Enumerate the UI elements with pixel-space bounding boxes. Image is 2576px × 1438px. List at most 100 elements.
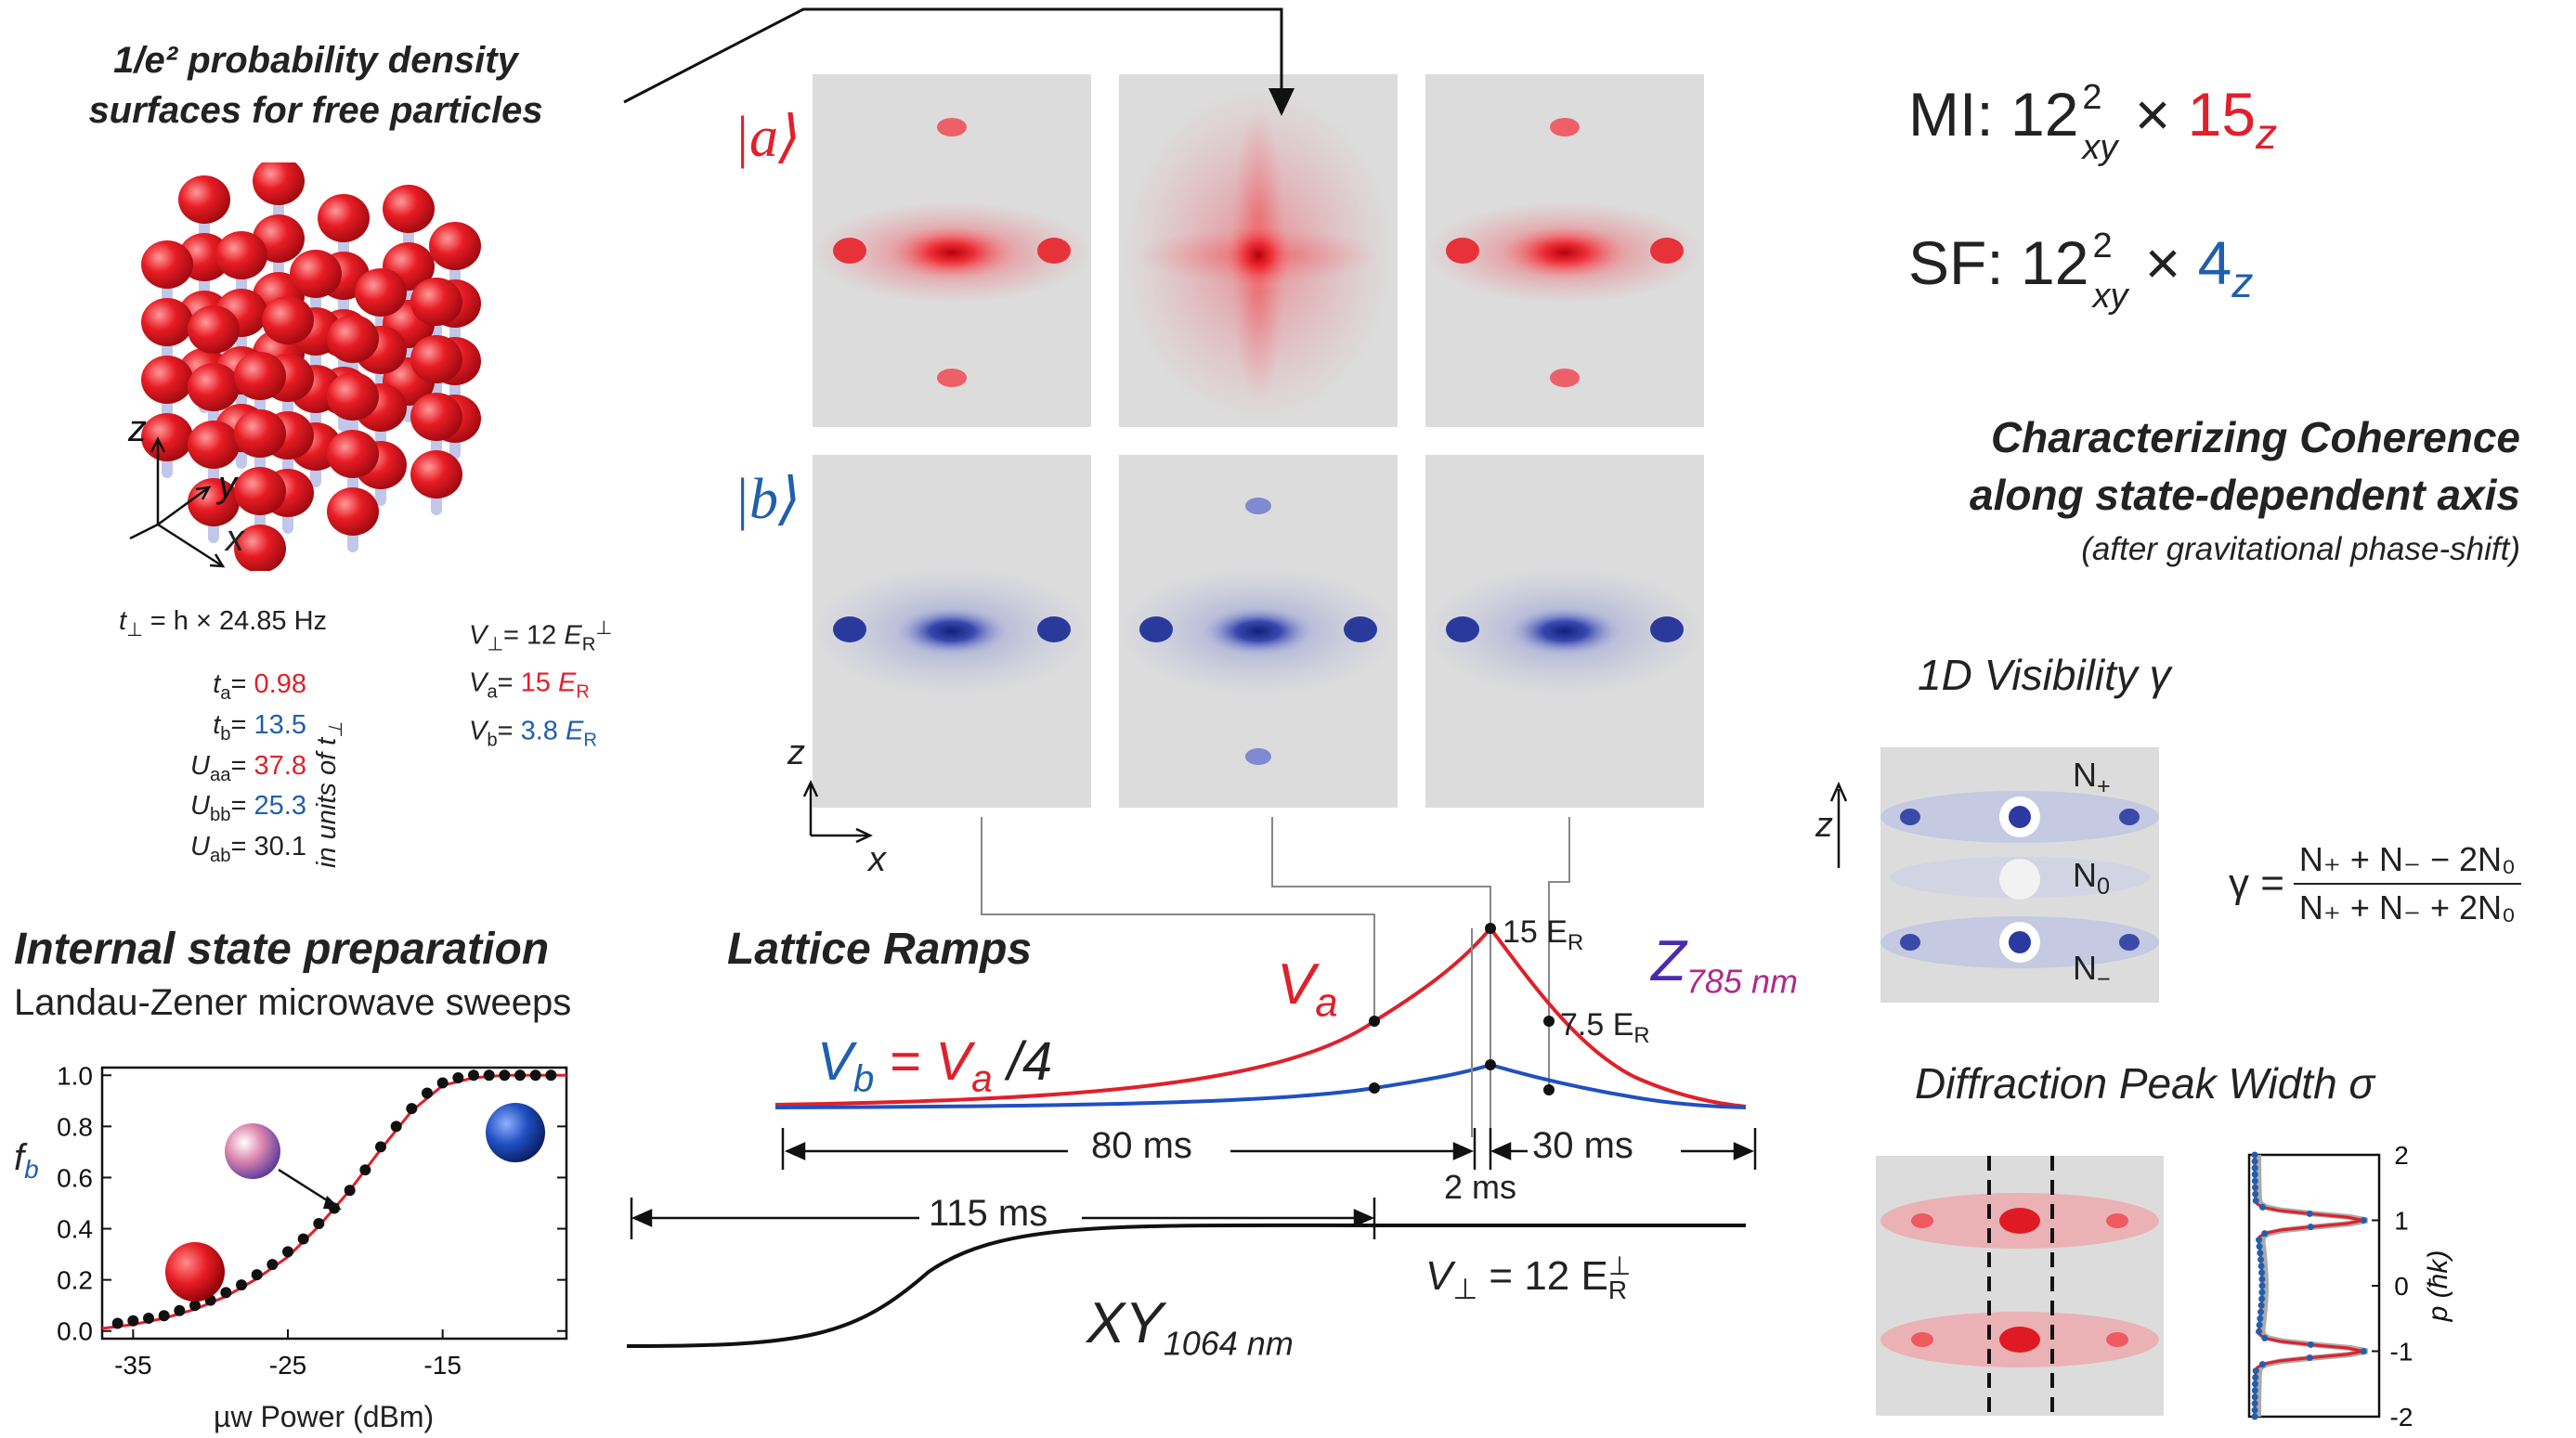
data-point — [189, 1300, 201, 1312]
sf-config: SF: 12 2 xy × 4z — [1908, 227, 2253, 315]
mid-energy-label: 7.5 ER — [1560, 1007, 1650, 1048]
particle-sphere — [188, 305, 240, 354]
profile-point — [2258, 1295, 2266, 1302]
coherence-title-1: Characterizing Coherence — [1990, 413, 2520, 461]
chart-xlabel: µw Power (dBm) — [214, 1400, 435, 1433]
sf-sup: 2 — [2092, 227, 2113, 266]
profile-point — [2261, 1230, 2269, 1237]
free-particles-title-line1: 1/e² probability density — [113, 40, 518, 81]
image-a-1 — [813, 74, 1091, 427]
particle-sphere — [234, 525, 286, 571]
data-point — [251, 1269, 263, 1281]
particle-sphere — [141, 298, 193, 346]
coherence-subtitle: (after gravitational phase-shift) — [2081, 531, 2520, 567]
t-perp-symbol: t — [119, 606, 127, 636]
y-tick-label: 0.4 — [57, 1215, 93, 1244]
profile-point — [2251, 1387, 2258, 1394]
sf-z-count: 4 — [2197, 228, 2232, 297]
data-point — [499, 1069, 511, 1082]
data-point — [529, 1069, 541, 1082]
sf-prefix: SF: 12 — [1908, 228, 2089, 297]
profile-point — [2252, 1367, 2259, 1375]
data-point — [220, 1287, 232, 1299]
mi-sup: 2 — [2082, 78, 2102, 117]
image-a-2 — [1119, 74, 1398, 427]
particle-sphere — [141, 413, 193, 461]
profile-point — [2258, 1203, 2266, 1211]
param-t-b: tb= 13.5 — [213, 709, 306, 745]
x-tick-label: -25 — [269, 1351, 306, 1380]
data-point — [359, 1164, 371, 1176]
visibility-title: 1D Visibility γ — [1918, 651, 2171, 699]
profile-point — [2257, 1263, 2265, 1270]
profile-point — [2251, 1164, 2258, 1172]
mi-config: MI: 12 2 xy × 15z — [1908, 79, 2277, 166]
data-point — [483, 1069, 495, 1082]
particle-sphere — [429, 222, 481, 270]
profile-point — [2251, 1400, 2258, 1407]
y-tick-label: 0.8 — [57, 1112, 93, 1141]
mi-prefix: MI: 12 — [1908, 80, 2079, 149]
particle-sphere — [188, 421, 240, 469]
data-point — [406, 1103, 418, 1115]
profile-point — [2258, 1269, 2266, 1276]
visibility-formula: γ = N₊ + N₋ − 2N₀ N₊ + N₋ + 2N₀ — [2229, 840, 2521, 927]
internal-state-subtitle: Landau-Zener microwave sweeps — [14, 982, 572, 1023]
t-perp-sub: ⊥ — [126, 619, 143, 641]
data-point — [127, 1315, 139, 1327]
axis-z-label: z — [127, 408, 147, 449]
mi-z-count: 15 — [2187, 80, 2257, 149]
peak-energy-label: 15 ER — [1503, 914, 1584, 955]
data-point — [344, 1185, 356, 1197]
data-point — [436, 1077, 449, 1089]
coherence-heading: Characterizing Coherence along state-dep… — [1970, 408, 2520, 576]
data-point — [236, 1279, 247, 1291]
particle-sphere — [234, 352, 286, 400]
profile-point — [2258, 1276, 2266, 1283]
peak-width-image — [1876, 1156, 2164, 1416]
particle-sphere — [327, 430, 379, 478]
particle-sphere — [410, 450, 462, 499]
state-b-sphere — [486, 1103, 545, 1162]
profile-point — [2252, 1190, 2259, 1198]
profile-point — [2252, 1374, 2259, 1381]
sf-times: × — [2144, 228, 2181, 297]
peak-profile-plot: 2 1 0 -1 -2 p (ħk) — [2247, 1142, 2453, 1430]
param-u-bb: Ubb= 25.3 — [190, 791, 306, 826]
param-v-b: Vb= 3.8 ER — [469, 716, 598, 751]
param-u-ab: Uab= 30.1 — [190, 832, 306, 866]
data-point — [390, 1121, 402, 1133]
visibility-image — [1829, 747, 2159, 1003]
profile-point — [2251, 1177, 2258, 1185]
profile-point — [2258, 1289, 2266, 1296]
particle-sphere — [327, 372, 379, 421]
duration-2ms: 2 ms — [1444, 1168, 1517, 1206]
mi-times: × — [2134, 80, 2171, 149]
t-perp-row: t⊥ = h × 24.85 Hz — [119, 605, 327, 646]
particle-sphere — [262, 296, 314, 344]
axes-triad — [129, 436, 226, 568]
profile-point — [2251, 1380, 2258, 1388]
data-point — [297, 1233, 309, 1245]
profile-point — [2258, 1282, 2266, 1289]
free-particles-title-line2: surfaces for free particles — [88, 90, 543, 131]
hubbard-params: ta= 0.98 tb= 13.5 Uaa= 37.8 Ubb= 25.3 Uab= 3… — [139, 668, 306, 872]
param-u-aa: Uaa= 37.8 — [190, 750, 306, 785]
state-a-label: |a⟩ — [734, 106, 801, 169]
mi-sub: xy — [2082, 128, 2118, 167]
n-zero-label: N0 — [2073, 856, 2111, 900]
particle-sphere — [234, 467, 286, 515]
lattice-ramps-title: Lattice Ramps — [727, 925, 1033, 974]
profile-point — [2307, 1224, 2314, 1231]
data-point — [514, 1069, 526, 1082]
profile-tick-label: 1 — [2394, 1207, 2409, 1236]
profile-point — [2257, 1250, 2264, 1257]
particle-sphere — [410, 393, 462, 441]
y-tick-label: 0.6 — [57, 1163, 93, 1192]
xy-lattice-label: XY1064 nm — [1086, 1291, 1294, 1363]
profile-point — [2261, 1334, 2269, 1341]
duration-80ms: 80 ms — [1091, 1125, 1192, 1166]
profile-point — [2257, 1315, 2264, 1322]
data-point — [313, 1218, 325, 1230]
